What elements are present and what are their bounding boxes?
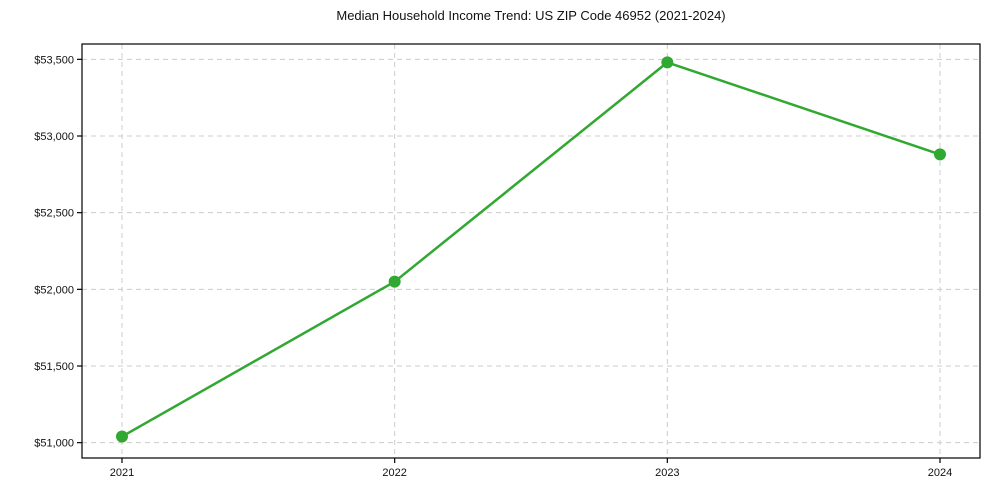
plot-border [81, 43, 981, 459]
y-tick-label: $53,500 [34, 54, 74, 66]
y-tick-label: $52,500 [34, 208, 74, 220]
x-tick-label: 2024 [928, 467, 952, 479]
y-tick-label: $52,000 [34, 284, 74, 296]
y-tick-label: $53,000 [34, 131, 74, 143]
trend-line [120, 61, 942, 438]
data-point-marker [388, 275, 401, 288]
data-point-marker [116, 430, 128, 443]
x-tick-label: 2022 [382, 467, 406, 479]
data-point-marker [934, 148, 946, 161]
chart-title: Median Household Income Trend: US ZIP Co… [336, 8, 726, 23]
x-tick-label: 2021 [110, 467, 134, 479]
y-tick-label: $51,000 [34, 438, 74, 450]
data-point-marker [661, 56, 674, 69]
x-tick-label: 2023 [655, 467, 679, 479]
y-tick-label: $51,500 [34, 361, 74, 373]
